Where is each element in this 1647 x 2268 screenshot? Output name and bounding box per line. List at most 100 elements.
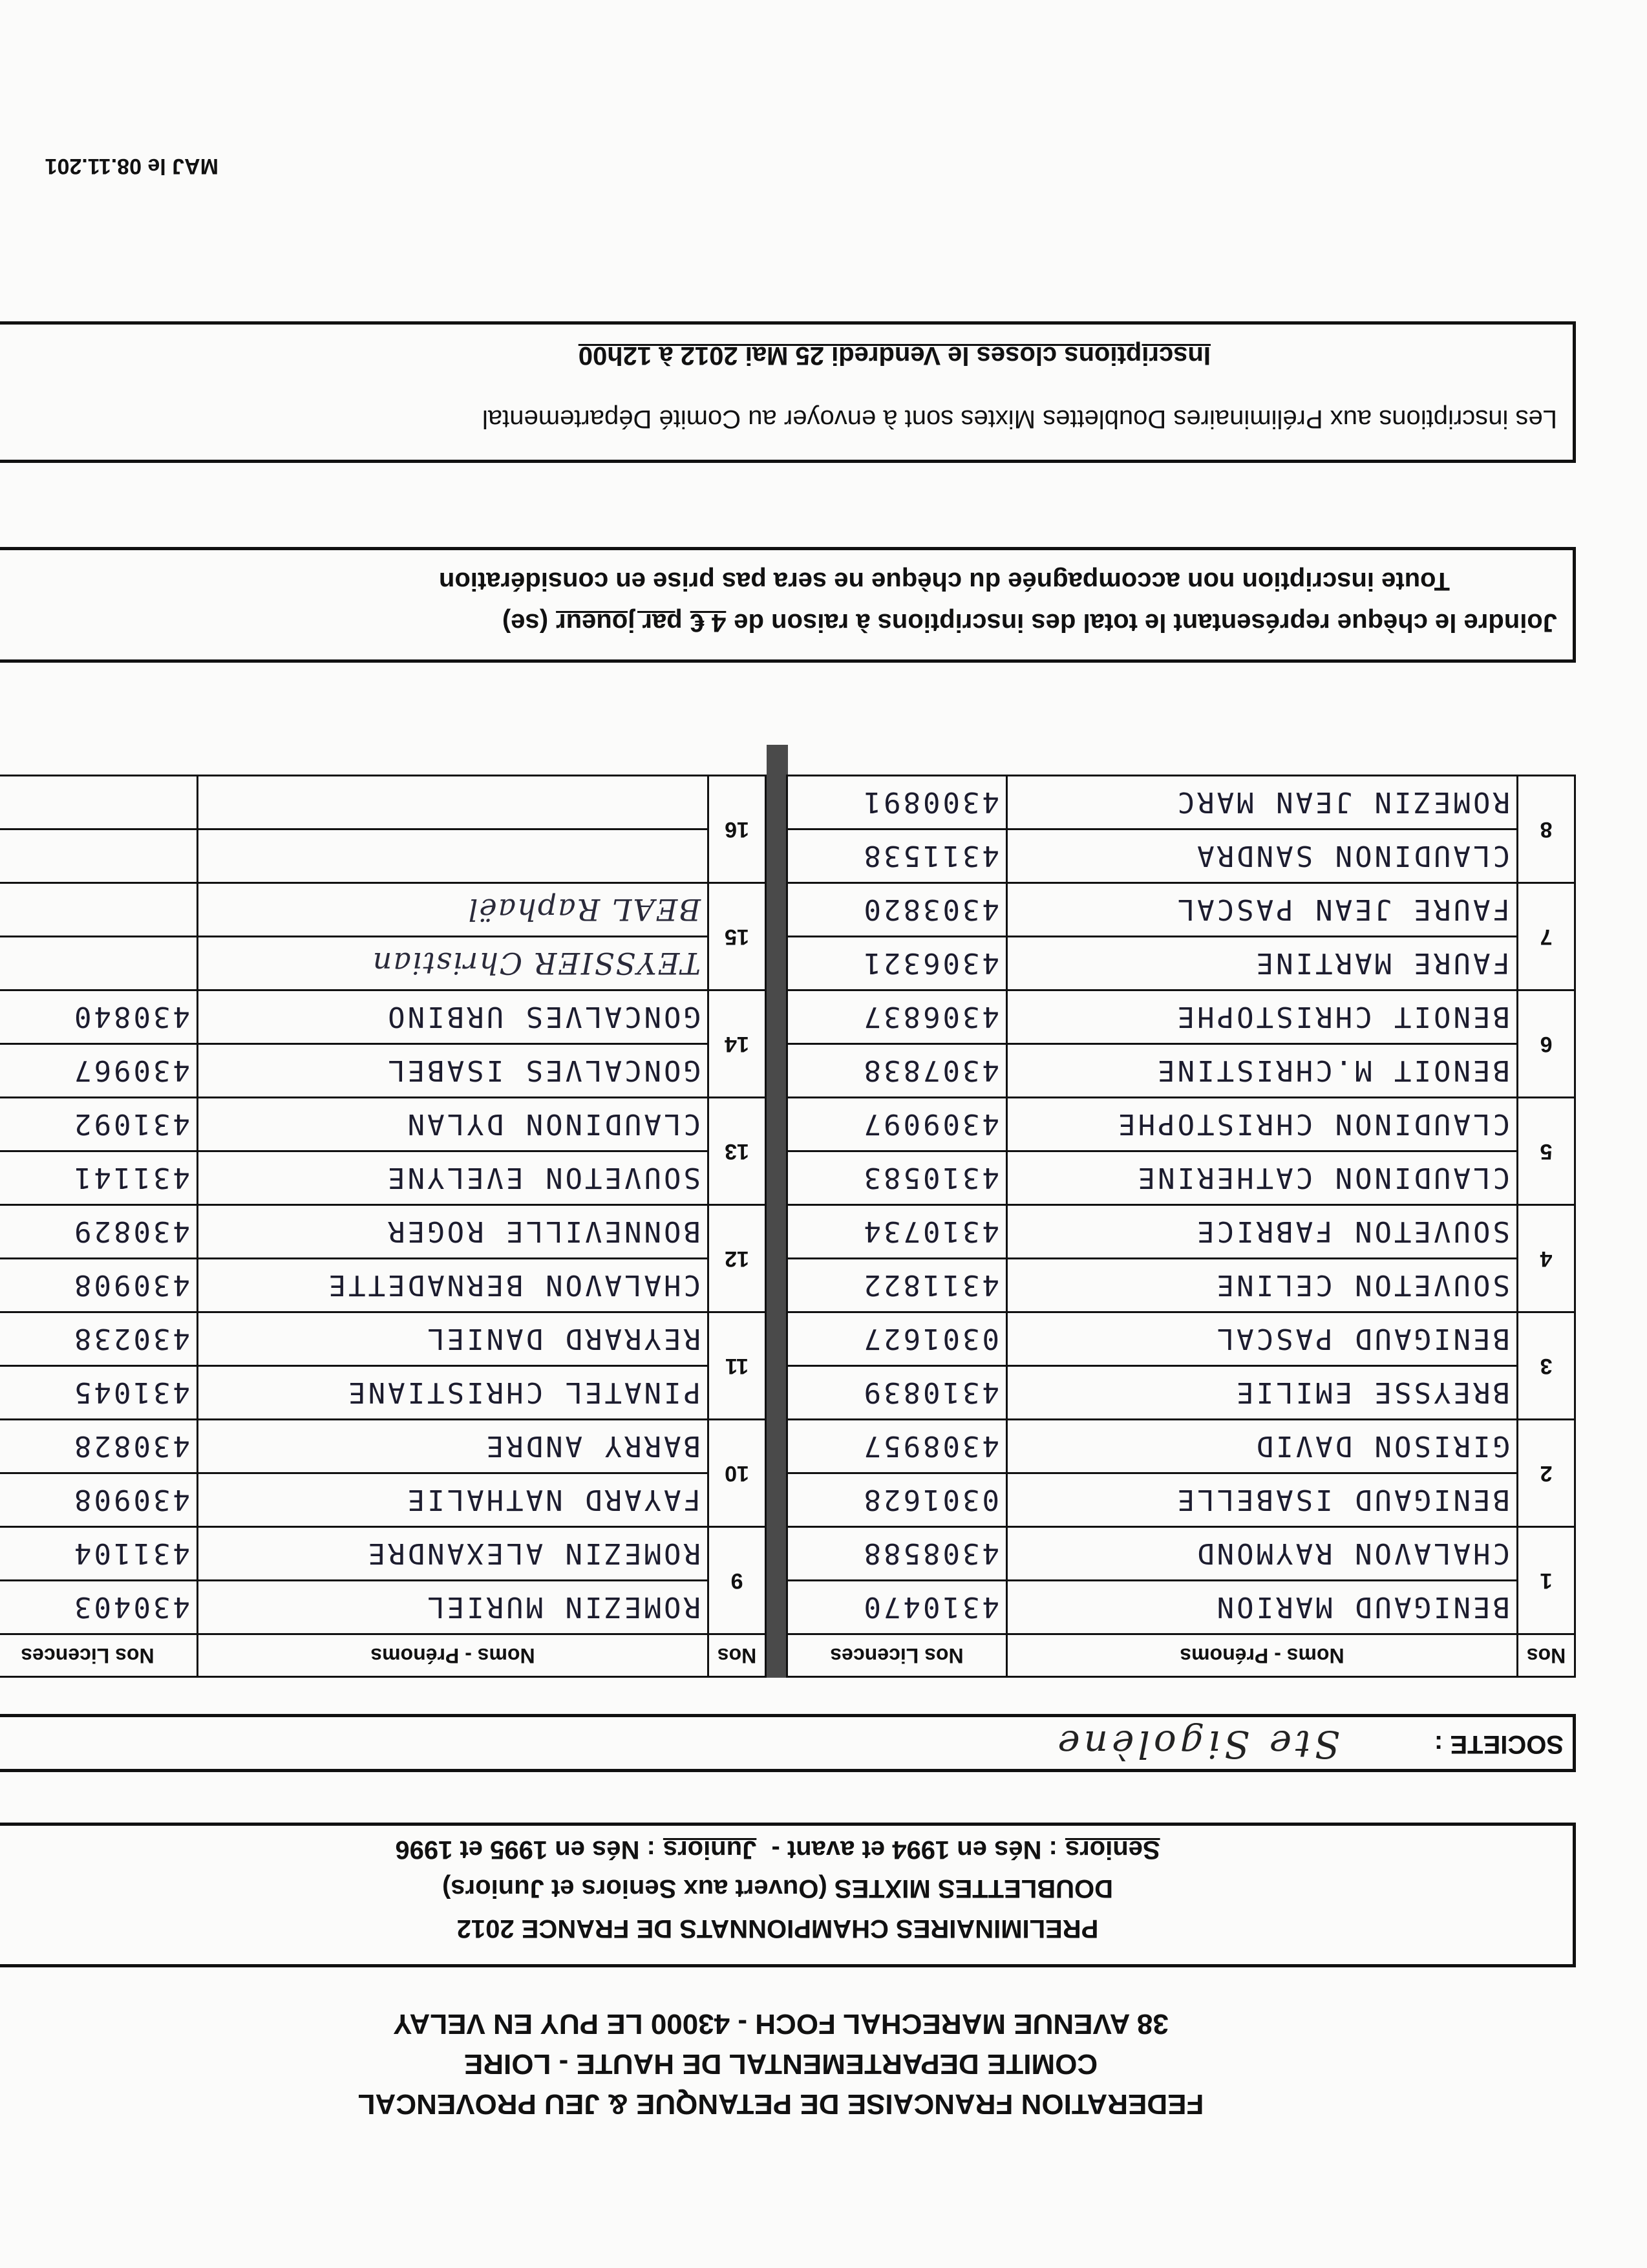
- player-name: SOUVETON EVELYNE: [197, 1151, 708, 1205]
- player-row: SOUVETON FABRICE 4310734: [787, 1204, 1575, 1259]
- column-header: Nos: [708, 1634, 766, 1677]
- licence-number: 430967: [0, 1043, 198, 1098]
- licence-number: 430908: [0, 1258, 198, 1312]
- player-name: BENOIT CHRISTOPHE: [1006, 990, 1518, 1044]
- payment-line: Joindre le chèque représentant le total …: [0, 605, 1573, 640]
- update-date: MAJ le 08.11.201: [45, 154, 218, 178]
- licence-number: 4300891: [787, 775, 1007, 829]
- player-row: BONNEVILLE ROGER 430829: [0, 1204, 766, 1259]
- deadline-text: Les inscriptions aux Préliminaires Doubl…: [482, 405, 1557, 433]
- player-row: 7 FAURE MARTINE 4306321: [787, 883, 1575, 990]
- player-name: PINATEL CHRISTIANE: [197, 1365, 708, 1420]
- player-name: GONCALVES URBINO: [197, 990, 708, 1044]
- licence-number: 431141: [0, 1151, 198, 1205]
- player-name: BONNEVILLE ROGER: [197, 1204, 708, 1259]
- player-name: REYRARD DANIEL: [197, 1312, 708, 1366]
- player-name: GIRISON DAVID: [1006, 1419, 1518, 1473]
- player-row: CLAUDINON CHRISTOPHE 4309097: [787, 1097, 1575, 1151]
- address-line: 38 AVENUE MARECHAL FOCH - 43000 LE PUY E…: [393, 2008, 1169, 2040]
- licence-number: 4310734: [787, 1204, 1007, 1259]
- player-row: FAURE JEAN PASCAL 4303820: [787, 883, 1575, 937]
- payment-suffix: (se): [502, 608, 549, 637]
- player-row: GIRISON DAVID 4308957: [787, 1419, 1575, 1473]
- player-name: BENIGAUD ISABELLE: [1006, 1473, 1518, 1527]
- payment-box: Joindre le chèque représentant le total …: [0, 547, 1576, 663]
- header-row: Nos Noms - Prénoms Nos Licences: [787, 1634, 1575, 1677]
- team-number: 8: [1517, 775, 1575, 883]
- player-row: 6 BENOIT M.CHRISTINE 4307838: [787, 990, 1575, 1098]
- licence-number: 430828: [0, 1419, 198, 1473]
- category-text: : Nés en 1994 et avant -: [771, 1835, 1057, 1864]
- player-row: CLAUDINON DYLAN 431092: [0, 1097, 766, 1151]
- licence-number: 4303820: [787, 883, 1007, 937]
- payment-text: Joindre le chèque représentant le total …: [734, 608, 1557, 637]
- closing-date: Inscriptions closes le Vendredi 25 Mai 2…: [578, 341, 1211, 370]
- player-row: 8 CLAUDINON SANDRA 4311538: [787, 775, 1575, 883]
- player-name: BENIGAUD PASCAL: [1006, 1312, 1518, 1366]
- player-row: 2 BENIGAUD ISABELLE 0301628: [787, 1419, 1575, 1527]
- category-text: : Nés en 1995 et 1996: [395, 1835, 655, 1864]
- licence-number: 4308588: [787, 1526, 1007, 1581]
- deadline-box: Les inscriptions aux Préliminaires Doubl…: [0, 321, 1576, 463]
- team-number: 15: [708, 883, 766, 990]
- federation-line: FEDERATION FRANCAISE DE PETANQUE & JEU P…: [357, 2088, 1204, 2120]
- player-row: REYRARD DANIEL 430238: [0, 1312, 766, 1366]
- player-name: ROMEZIN MURIEL: [197, 1580, 708, 1634]
- player-row: ROMEZIN JEAN MARC 4300891: [787, 775, 1575, 829]
- team-number: 2: [1517, 1419, 1575, 1527]
- player-name: FAYARD NATHALIE: [197, 1473, 708, 1527]
- payment-unit: par joueur: [556, 608, 683, 637]
- player-name: CLAUDINON DYLAN: [197, 1097, 708, 1151]
- societe-box: SOCIETE : Ste Sigolène: [0, 1714, 1576, 1772]
- player-row: 11 PINATEL CHRISTIANE 431045: [0, 1312, 766, 1420]
- column-header: Noms - Prénoms: [1006, 1634, 1518, 1677]
- payment-note: Toute inscription non accompagnée du chè…: [438, 567, 1450, 595]
- column-header: Nos Licences: [0, 1634, 198, 1677]
- team-number: 3: [1517, 1312, 1575, 1420]
- competition-box: PRELIMINAIRES CHAMPIONNATS DE FRANCE 201…: [0, 1823, 1576, 1967]
- licence-number: 4311822: [787, 1258, 1007, 1312]
- player-row: 12 CHALAVON BERNADETTE 430908: [0, 1204, 766, 1312]
- player-row: CHALAVON RAYMOND 4308588: [787, 1526, 1575, 1581]
- player-name: BARRY ANDRE: [197, 1419, 708, 1473]
- player-row: BARRY ANDRE 430828: [0, 1419, 766, 1473]
- licence-number: 4310470: [787, 1580, 1007, 1634]
- team-number: 1: [1517, 1526, 1575, 1634]
- competition-title: PRELIMINAIRES CHAMPIONNATS DE FRANCE 201…: [456, 1914, 1099, 1943]
- empty-cell: [0, 775, 198, 829]
- player-name: ROMEZIN ALEXANDRE: [197, 1526, 708, 1581]
- team-number: 16: [708, 775, 766, 883]
- licence-number: 430829: [0, 1204, 198, 1259]
- player-name: FAURE JEAN PASCAL: [1006, 883, 1518, 937]
- player-name: BENOIT M.CHRISTINE: [1006, 1043, 1518, 1098]
- player-row: 5 CLAUDINON CATHERINE 4310583: [787, 1097, 1575, 1205]
- player-name: CLAUDINON CHRISTOPHE: [1006, 1097, 1518, 1151]
- registration-table: Nos Noms - Prénoms Nos Licences 1 BENIGAUD M…: [786, 775, 1576, 1678]
- player-row: 9 ROMEZIN MURIEL 430403: [0, 1526, 766, 1634]
- team-number: 9: [708, 1526, 766, 1634]
- empty-cell: [0, 936, 198, 990]
- player-row: BENOIT CHRISTOPHE 4306837: [787, 990, 1575, 1044]
- player-name: SOUVETON FABRICE: [1006, 1204, 1518, 1259]
- licence-number: 4311538: [787, 829, 1007, 883]
- player-row: GONCALVES URBINO 430840: [0, 990, 766, 1044]
- team-number: 12: [708, 1204, 766, 1312]
- team-number: 11: [708, 1312, 766, 1420]
- licence-number: 4309097: [787, 1097, 1007, 1151]
- team-number: 7: [1517, 883, 1575, 990]
- competition-subtitle: DOUBLETTES MIXTES (Ouvert aux Seniors et…: [442, 1874, 1113, 1903]
- licence-number: 4310839: [787, 1365, 1007, 1420]
- player-row: 15 TEYSSIER Christian: [0, 883, 766, 990]
- column-header: Nos Licences: [787, 1634, 1007, 1677]
- societe-label: SOCIETE :: [1434, 1730, 1564, 1759]
- player-name: BREYSSE EMILIE: [1006, 1365, 1518, 1420]
- category-label: Seniors: [1065, 1835, 1160, 1864]
- licence-number: 4310583: [787, 1151, 1007, 1205]
- licence-number: 431092: [0, 1097, 198, 1151]
- column-header: Noms - Prénoms: [197, 1634, 708, 1677]
- table-separator: [767, 745, 788, 1678]
- licence-number: 4306321: [787, 936, 1007, 990]
- player-name: FAURE MARTINE: [1006, 936, 1518, 990]
- player-name: BENIGAUD MARION: [1006, 1580, 1518, 1634]
